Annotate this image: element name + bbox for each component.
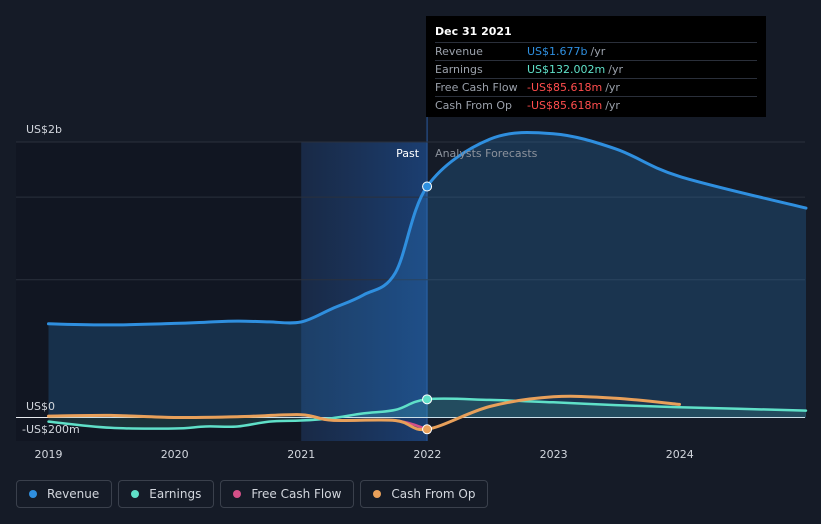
chart-background (16, 16, 428, 441)
past-region (16, 142, 302, 441)
x-tick-label: 2022 (413, 448, 441, 461)
legend-dot-icon (233, 490, 242, 498)
series-lines (47, 130, 808, 432)
y-tick-label: US$0 (26, 400, 55, 413)
cash_from_op-line (47, 394, 681, 432)
legend-dot-icon (29, 490, 37, 498)
legend-item-free-cash-flow[interactable]: Free Cash Flow (220, 480, 355, 508)
cash_from_op-marker (422, 424, 433, 435)
axis-text: US$2b US$0 -US$200m 2019 2020 2021 2022 2023 202… (22, 123, 694, 461)
revenue-line (47, 130, 808, 327)
tooltip-value: US$132.002m (527, 63, 606, 76)
x-tick-label: 2020 (161, 448, 189, 461)
revenue-marker (422, 181, 433, 192)
y-tick-label: US$2b (26, 123, 62, 136)
revenue-area (48, 132, 806, 418)
tooltip-label: Earnings (435, 63, 483, 76)
x-tick-label: 2019 (35, 448, 63, 461)
legend-label: Earnings (149, 487, 202, 501)
legend-item-cash-from-op[interactable]: Cash From Op (360, 480, 489, 508)
tooltip-row-free-cash-flow: Free Cash Flow -US$85.618m /yr (435, 78, 757, 96)
tooltip-unit: /yr (605, 81, 620, 94)
hover-tooltip: Dec 31 2021 Revenue US$1.677b /yr Earnin… (426, 16, 766, 117)
earnings-line (47, 397, 808, 430)
earnings-marker (422, 394, 433, 405)
tooltip-value: -US$85.618m (527, 99, 603, 112)
x-tick-label: 2021 (287, 448, 315, 461)
tooltip-value: US$1.677b (527, 45, 588, 58)
forecast-region-label: Analysts Forecasts (435, 147, 538, 160)
past-highlight-region (301, 142, 428, 441)
legend-dot-icon (373, 490, 382, 498)
series-markers (422, 181, 433, 435)
legend-label: Cash From Op (391, 487, 476, 501)
tooltip-row-earnings: Earnings US$132.002m /yr (435, 60, 757, 78)
tooltip-row-cash-from-op: Cash From Op -US$85.618m /yr (435, 96, 757, 114)
legend-label: Free Cash Flow (251, 487, 342, 501)
y-tick-label: -US$200m (22, 423, 80, 436)
tooltip-unit: /yr (590, 45, 606, 58)
tooltip-label: Revenue (435, 45, 483, 58)
tooltip-unit: /yr (605, 99, 620, 112)
tooltip-row-revenue: Revenue US$1.677b /yr (435, 42, 757, 60)
chart-legend: Revenue Earnings Free Cash Flow Cash Fro… (16, 480, 489, 508)
legend-item-revenue[interactable]: Revenue (16, 480, 113, 508)
tooltip-date: Dec 31 2021 (435, 25, 512, 38)
x-tick-label: 2023 (540, 448, 568, 461)
tooltip-unit: /yr (608, 63, 623, 76)
past-region-label: Past (396, 147, 420, 160)
legend-label: Revenue (47, 487, 100, 501)
legend-dot-icon (131, 490, 140, 498)
x-tick-label: 2024 (666, 448, 694, 461)
tooltip-value: -US$85.618m (527, 81, 603, 94)
tooltip-label: Cash From Op (435, 99, 513, 112)
legend-item-earnings[interactable]: Earnings (118, 480, 215, 508)
tooltip-label: Free Cash Flow (435, 81, 518, 94)
